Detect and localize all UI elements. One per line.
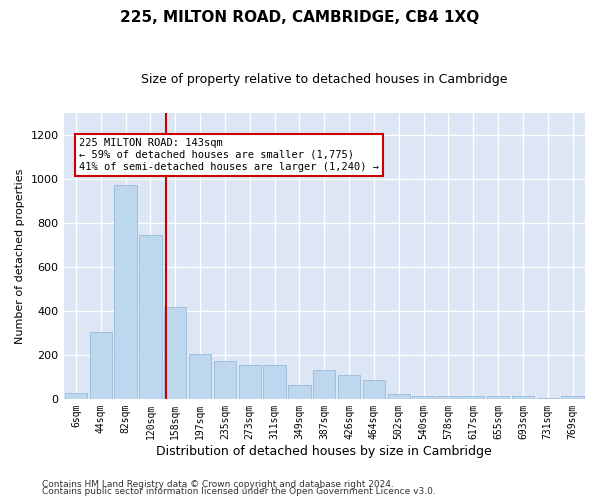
Text: 225, MILTON ROAD, CAMBRIDGE, CB4 1XQ: 225, MILTON ROAD, CAMBRIDGE, CB4 1XQ	[121, 10, 479, 25]
Bar	[214, 362, 236, 399]
Bar	[388, 394, 410, 399]
Bar	[462, 396, 484, 399]
Bar	[263, 365, 286, 399]
X-axis label: Distribution of detached houses by size in Cambridge: Distribution of detached houses by size …	[157, 444, 492, 458]
Text: 225 MILTON ROAD: 143sqm
← 59% of detached houses are smaller (1,775)
41% of semi: 225 MILTON ROAD: 143sqm ← 59% of detache…	[79, 138, 379, 172]
Bar	[363, 380, 385, 399]
Bar	[562, 396, 584, 399]
Bar	[65, 394, 87, 399]
Bar	[139, 235, 161, 399]
Bar	[288, 384, 311, 399]
Title: Size of property relative to detached houses in Cambridge: Size of property relative to detached ho…	[141, 72, 508, 86]
Y-axis label: Number of detached properties: Number of detached properties	[15, 168, 25, 344]
Bar	[512, 396, 534, 399]
Bar	[189, 354, 211, 399]
Bar	[487, 396, 509, 399]
Bar	[412, 396, 435, 399]
Bar	[536, 398, 559, 399]
Bar	[89, 332, 112, 399]
Bar	[115, 184, 137, 399]
Text: Contains public sector information licensed under the Open Government Licence v3: Contains public sector information licen…	[42, 487, 436, 496]
Bar	[338, 374, 360, 399]
Text: Contains HM Land Registry data © Crown copyright and database right 2024.: Contains HM Land Registry data © Crown c…	[42, 480, 394, 489]
Bar	[164, 306, 187, 399]
Bar	[313, 370, 335, 399]
Bar	[437, 396, 460, 399]
Bar	[239, 365, 261, 399]
